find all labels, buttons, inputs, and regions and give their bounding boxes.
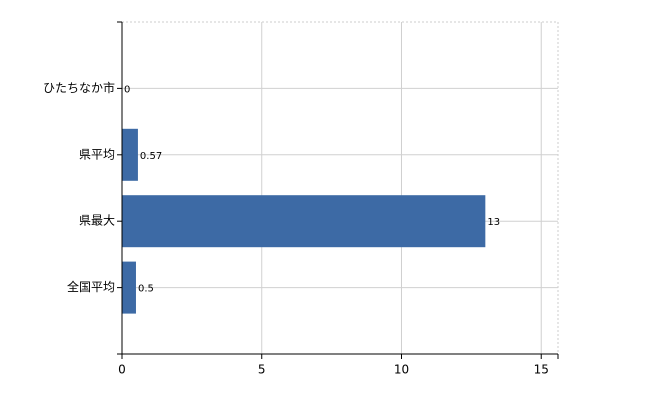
x-tick-label: 10 [394, 363, 409, 377]
y-tick-label: 県平均 [79, 147, 115, 161]
bar [122, 195, 486, 248]
y-tick-label: 全国平均 [67, 279, 115, 294]
value-label: 0.5 [138, 284, 154, 295]
value-label: 0 [124, 84, 130, 95]
x-tick-label: 0 [118, 363, 126, 377]
x-tick-label: 5 [258, 363, 266, 377]
y-tick-label: ひたちなか市 [43, 80, 115, 95]
x-tick-label: 15 [534, 363, 549, 377]
value-label: 13 [487, 217, 500, 228]
y-tick-label: 県最大 [79, 214, 115, 228]
bar [122, 128, 138, 181]
bar [122, 261, 136, 314]
value-label: 0.57 [140, 151, 162, 162]
